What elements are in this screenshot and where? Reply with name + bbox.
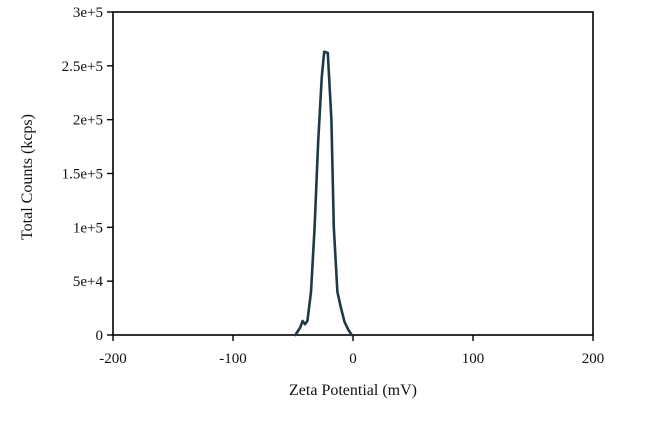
series-line: [294, 50, 354, 337]
x-tick-label: -100: [219, 351, 247, 367]
plot-frame: [112, 11, 594, 336]
y-tick-label: 0: [96, 328, 104, 344]
y-tick-label: 5e+4: [73, 274, 104, 290]
x-tick-label: 100: [462, 351, 485, 367]
x-tick-label: -200: [99, 351, 127, 367]
x-axis: -200 -100 0 100 200: [99, 335, 604, 367]
x-tick-label: 0: [349, 351, 357, 367]
y-tick-label: 1.5e+5: [62, 167, 103, 183]
y-axis-title: Total Counts (kcps): [19, 114, 36, 240]
x-tick-label: 200: [582, 351, 605, 367]
y-axis: 0 5e+4 1e+5 1.5e+5 2e+5 2.5e+5 3e+5: [62, 5, 113, 344]
y-tick-label: 2e+5: [73, 113, 103, 129]
x-axis-title: Zeta Potential (mV): [289, 382, 417, 399]
series-layer: [294, 50, 354, 337]
y-tick-label: 2.5e+5: [62, 59, 103, 75]
y-tick-label: 1e+5: [73, 220, 103, 236]
y-tick-label: 3e+5: [73, 5, 103, 21]
